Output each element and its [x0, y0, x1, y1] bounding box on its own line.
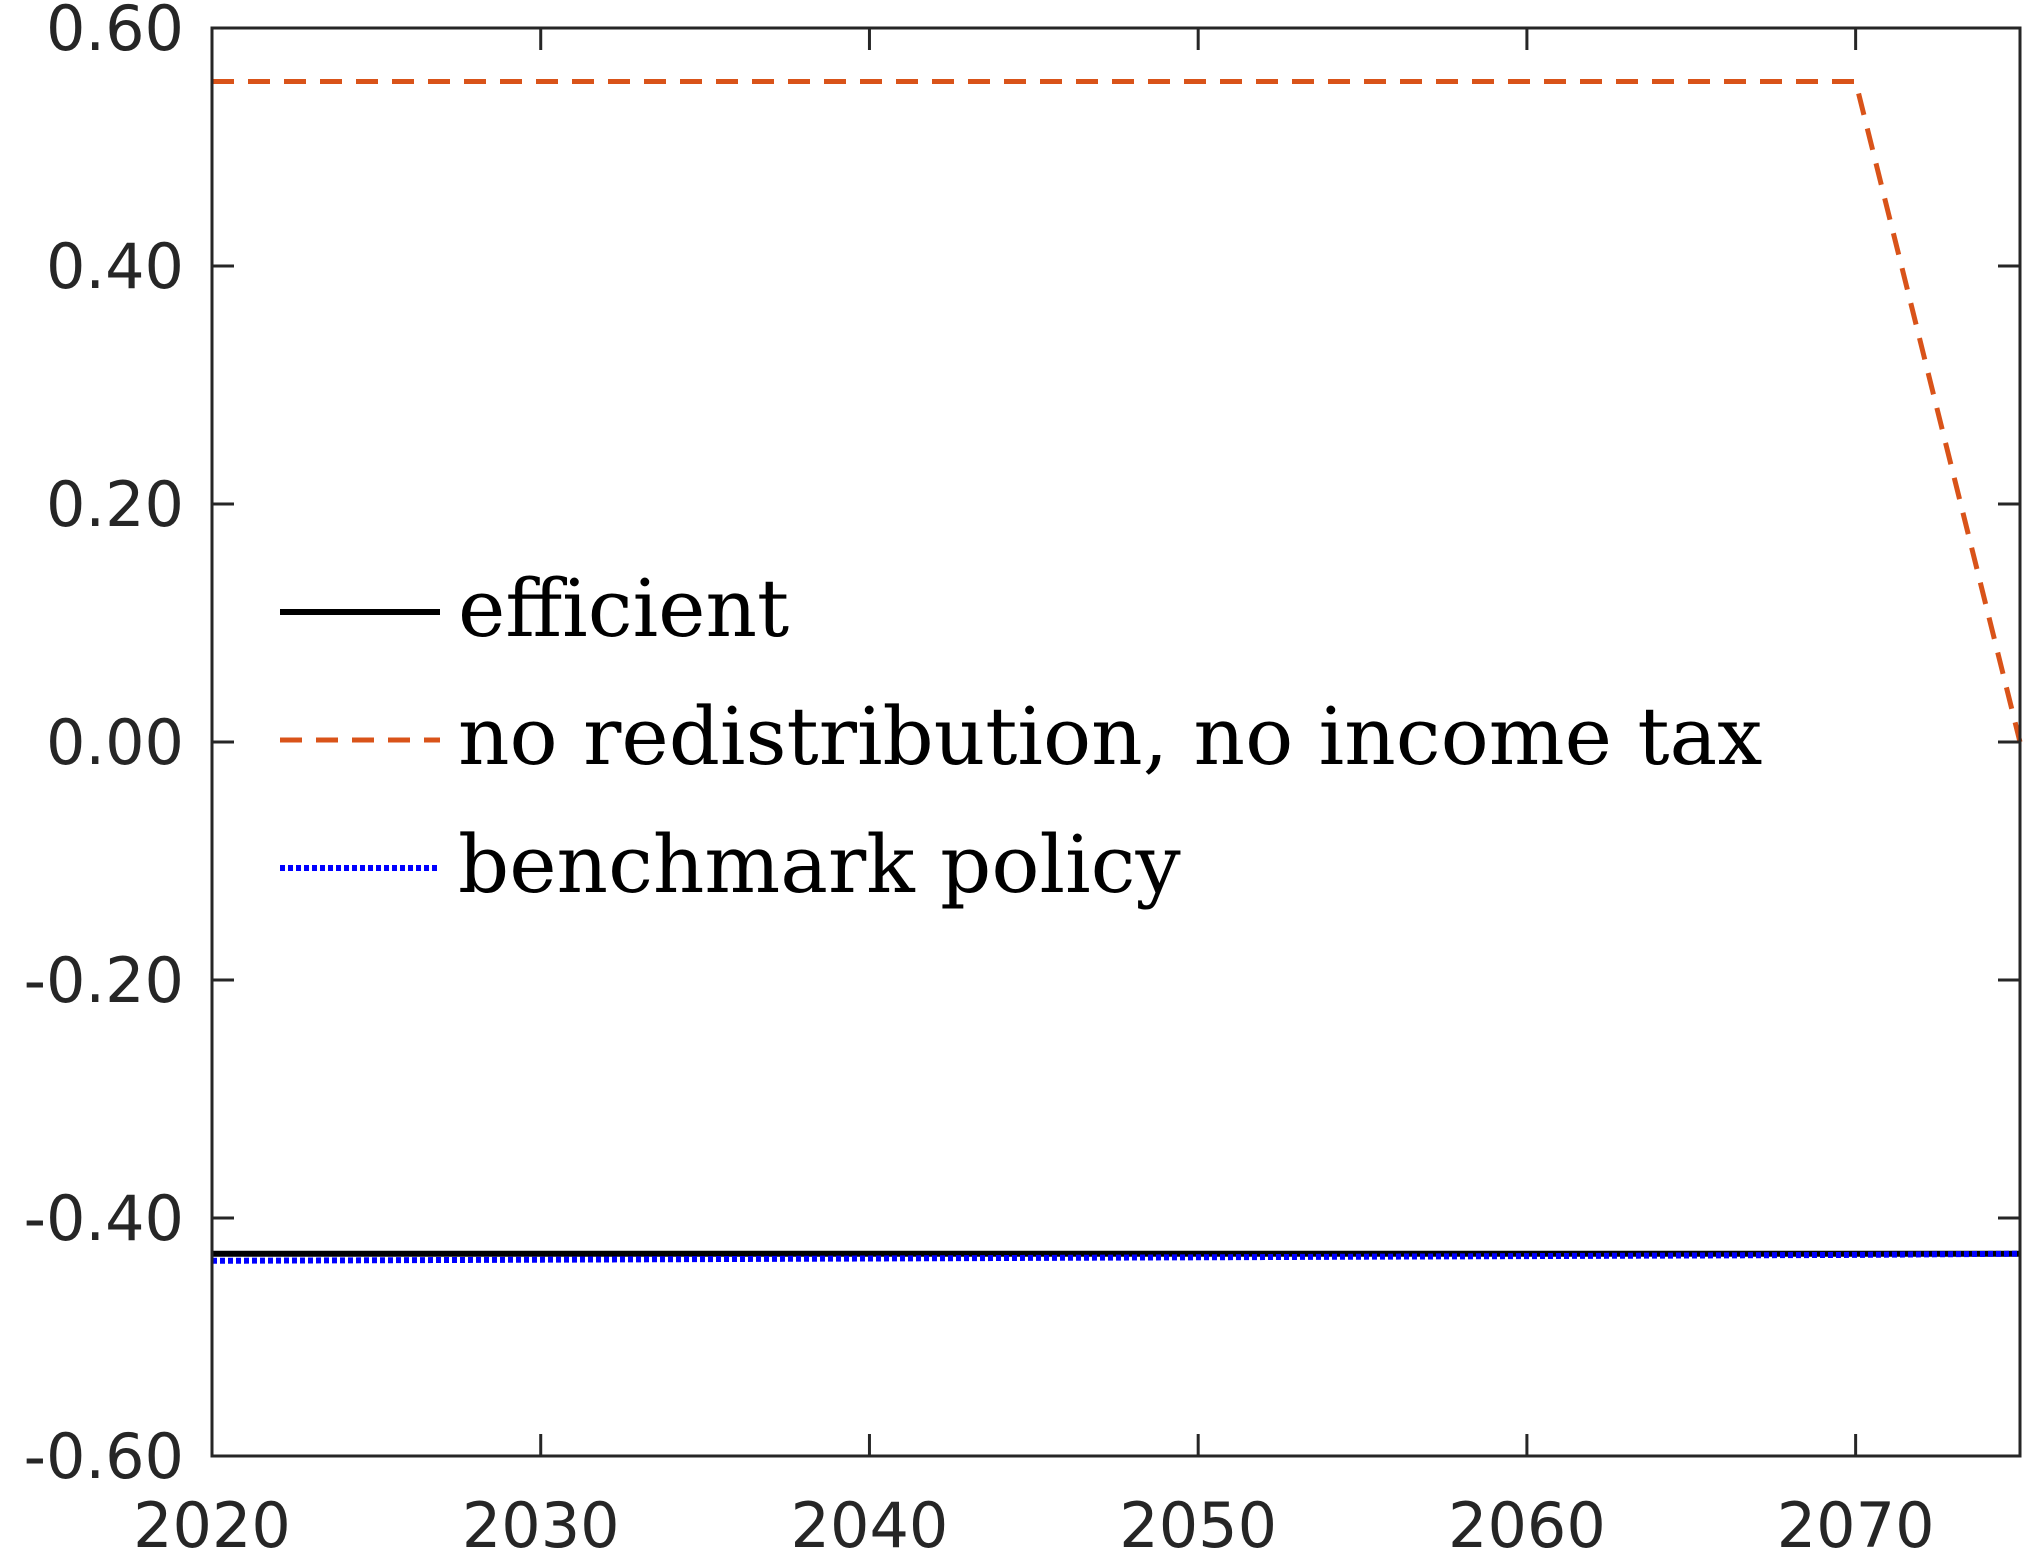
- y-tick-label: 0.40: [46, 230, 184, 303]
- y-tick-label: -0.40: [24, 1182, 184, 1255]
- x-tick-label: 2030: [462, 1489, 620, 1554]
- legend-label-2: no redistribution, no income tax: [458, 690, 1762, 783]
- y-tick-label: -0.20: [24, 944, 184, 1017]
- y-tick-label: -0.60: [24, 1420, 184, 1493]
- legend-label-3: benchmark policy: [458, 818, 1181, 911]
- y-tick-label: 0.00: [46, 706, 184, 779]
- x-tick-label: 2050: [1119, 1489, 1277, 1554]
- series-line-3: [211, 1250, 2021, 1264]
- x-tick-label: 2020: [133, 1489, 291, 1554]
- series-layer: [211, 79, 2023, 1264]
- y-tick-label: 0.20: [46, 468, 184, 541]
- x-tick-label: 2070: [1777, 1489, 1935, 1554]
- x-tick-label: 2040: [791, 1489, 949, 1554]
- series-line-2: [212, 79, 2023, 743]
- legend-label-1: efficient: [458, 562, 789, 655]
- y-tick-label: 0.60: [46, 0, 184, 65]
- ticks-layer: 2020 2030 2040 2050 2060 2070 -0.60 -0.40 -0.20 0…: [24, 0, 2020, 1554]
- x-tick-label: 2060: [1448, 1489, 1606, 1554]
- legend: efficient no redistribution, no income ta…: [280, 562, 1762, 911]
